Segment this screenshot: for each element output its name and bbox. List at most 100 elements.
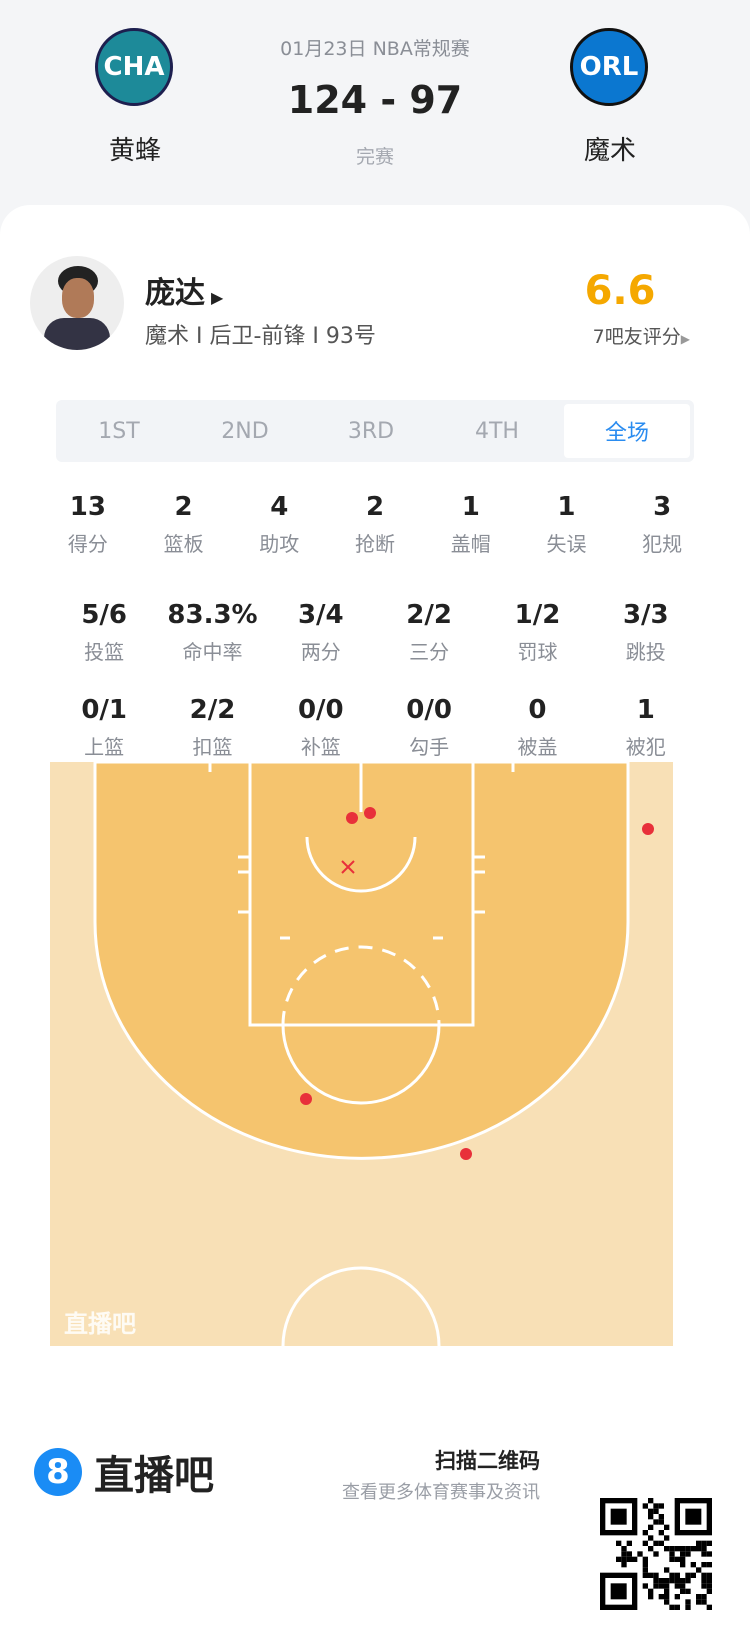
stat-value: 0/1	[81, 695, 127, 725]
stat-cell: 3/4 两分	[267, 600, 375, 665]
stat-cell: 0 被盖	[483, 695, 591, 760]
stat-value: 3/3	[622, 600, 669, 630]
stat-label: 失误	[546, 532, 587, 556]
free-throw-circle-dashed	[281, 945, 441, 1026]
chevron-right-icon: ▶	[680, 332, 690, 346]
tab-4[interactable]: 全场	[564, 404, 690, 458]
stat-label: 三分	[409, 640, 450, 664]
stat-cell: 4 助攻	[231, 492, 327, 557]
stat-value: 2	[365, 492, 385, 522]
shot-made	[642, 823, 654, 835]
restricted-area	[305, 836, 417, 893]
player-rating: 6.6	[584, 268, 656, 314]
play-arrow-icon: ▶	[211, 288, 224, 307]
stat-label: 得分	[67, 532, 108, 556]
stat-cell: 1 失误	[519, 492, 615, 557]
stat-cell: 83.3% 命中率	[158, 600, 266, 665]
shot-missed	[341, 860, 355, 874]
stat-cell: 2 抢断	[327, 492, 423, 557]
stat-cell: 1/2 罚球	[483, 600, 591, 665]
stat-value: 5/6	[81, 600, 127, 630]
stat-label: 勾手	[409, 735, 450, 759]
stat-label: 命中率	[182, 640, 243, 664]
tab-3[interactable]: 4TH	[475, 418, 519, 444]
stat-value: 3/4	[297, 600, 344, 630]
tab-0[interactable]: 1ST	[98, 418, 140, 444]
stat-cell: 3 犯规	[614, 492, 710, 557]
stat-label: 补篮	[300, 735, 341, 759]
score: 124 - 97	[287, 78, 463, 122]
stat-cell: 1 被犯	[592, 695, 700, 760]
game-status: 完赛	[355, 146, 394, 168]
stat-value: 0	[528, 695, 547, 725]
player-name-link[interactable]: 庞达 ▶	[145, 276, 224, 311]
court-watermark: 直播吧	[64, 1310, 136, 1338]
stat-label: 上篮	[84, 735, 125, 759]
stats-row: 13 得分 2 篮板 4 助攻 2 抢断 1 盖帽 1 失误 3 犯规	[40, 492, 710, 557]
date-league: 01月23日 NBA常规赛	[280, 38, 470, 60]
paint	[248, 762, 475, 1027]
stat-cell: 5/6 投篮	[50, 600, 158, 665]
footer-logo: 8 直播吧	[34, 1443, 214, 1501]
stat-label: 被盖	[517, 735, 558, 759]
stat-label: 投篮	[84, 640, 125, 664]
stat-cell: 2 篮板	[136, 492, 232, 557]
stat-cell: 2/2 扣篮	[158, 695, 266, 760]
stat-value: 2/2	[406, 600, 452, 630]
stat-cell: 0/1 上篮	[50, 695, 158, 760]
stat-value: 2/2	[189, 695, 236, 725]
stat-cell: 13 得分	[40, 492, 136, 557]
stat-cell: 2/2 三分	[375, 600, 483, 665]
home-team-logo[interactable]: CHA	[95, 28, 173, 106]
stat-value: 3	[653, 492, 672, 522]
player-avatar[interactable]	[30, 256, 124, 350]
stat-value: 1	[636, 695, 655, 725]
rating-link[interactable]: 7吧友评分▶	[592, 326, 690, 348]
shot-made	[364, 807, 376, 819]
home-team-name: 黄蜂	[108, 136, 161, 166]
scan-subtitle: 查看更多体育赛事及资讯	[342, 1482, 540, 1503]
away-team-logo[interactable]: ORL	[570, 28, 648, 106]
shot-made	[460, 1148, 472, 1160]
stat-value: 0/0	[406, 695, 452, 725]
stat-value: 2	[174, 492, 193, 522]
stat-label: 助攻	[259, 532, 300, 556]
stat-label: 犯规	[642, 532, 683, 556]
stat-label: 盖帽	[450, 532, 491, 556]
brand-name: 直播吧	[94, 1453, 214, 1499]
free-throw-circle	[281, 1024, 441, 1105]
center-circle	[281, 1266, 441, 1346]
shot-made	[346, 812, 358, 824]
stats-row: 5/6 投篮 83.3% 命中率 3/4 两分 2/2 三分 1/2 罚球 3/3 跳投	[50, 600, 700, 665]
three-point-area	[93, 762, 630, 1160]
brand-8-icon: 8	[34, 1448, 82, 1496]
qr-code[interactable]	[600, 1498, 712, 1610]
stat-label: 篮板	[163, 532, 204, 556]
stat-cell: 0/0 勾手	[375, 695, 483, 760]
stat-label: 罚球	[517, 640, 558, 664]
scan-title: 扫描二维码	[435, 1449, 540, 1473]
stat-cell: 1 盖帽	[423, 492, 519, 557]
shot-chart: 直播吧	[50, 762, 673, 1346]
stat-value: 83.3%	[167, 600, 258, 630]
stat-label: 跳投	[625, 640, 666, 664]
stat-label: 被犯	[625, 735, 666, 759]
stat-label: 两分	[300, 640, 341, 664]
stat-cell: 3/3 跳投	[592, 600, 700, 665]
tab-2[interactable]: 3RD	[347, 418, 395, 444]
stats-row: 0/1 上篮 2/2 扣篮 0/0 补篮 0/0 勾手 0 被盖 1 被犯	[50, 695, 700, 760]
stat-value: 1/2	[514, 600, 561, 630]
stat-label: 扣篮	[192, 735, 233, 759]
period-tabs: 1ST 2ND 3RD 4TH 全场	[56, 400, 694, 462]
stat-cell: 0/0 补篮	[267, 695, 375, 760]
stat-value: 0/0	[297, 695, 344, 725]
stat-value: 1	[557, 492, 576, 522]
stat-label: 抢断	[355, 532, 396, 556]
stat-value: 1	[461, 492, 480, 522]
stat-value: 13	[69, 492, 106, 522]
player-info: 魔术 I 后卫-前锋 I 93号	[145, 324, 376, 349]
tab-1[interactable]: 2ND	[221, 418, 269, 444]
shot-made	[300, 1093, 312, 1105]
away-team-name: 魔术	[583, 136, 636, 166]
stat-value: 4	[270, 492, 289, 522]
